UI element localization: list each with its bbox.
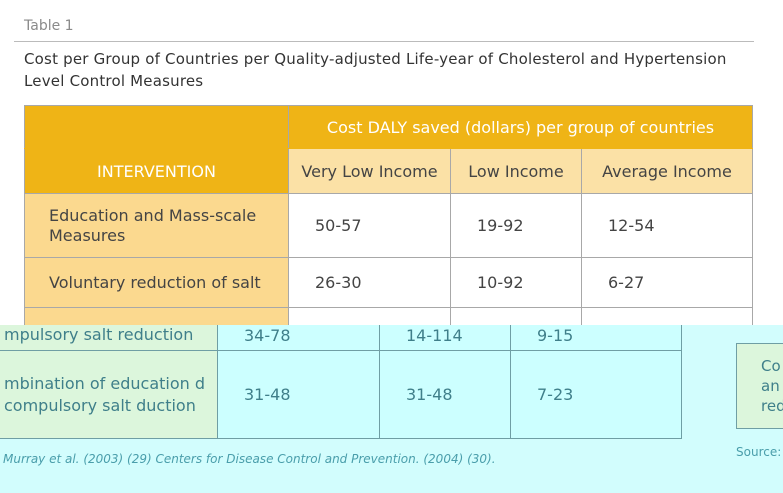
divider	[14, 41, 754, 42]
value-cell: 9-15	[581, 307, 753, 325]
header-cell: Average Income	[581, 148, 753, 194]
label-cell: Compulsory salt reduction	[24, 307, 289, 325]
header-row: Cost DALY saved (dollars) per group of c…	[24, 105, 753, 149]
value-cell: 50-57	[288, 193, 451, 258]
value-cell: 10-92	[450, 257, 582, 308]
table-row: Education and Mass-scale Measures 50-57 19…	[24, 193, 753, 258]
value-cell: 34-78	[288, 307, 451, 325]
label-cell: Education and Mass-scale Measures	[24, 193, 289, 258]
value-cell: 26-30	[288, 257, 451, 308]
value-cell: 34-78	[217, 325, 380, 351]
side-text: red	[761, 397, 783, 415]
side-text: Co	[761, 357, 781, 375]
table-title: Cost per Group of Countries per Quality-…	[24, 50, 727, 90]
label-cell: mbination of education d compulsory salt…	[0, 350, 218, 439]
side-box: Co an red	[736, 343, 783, 429]
source-label: Source:	[736, 445, 782, 459]
value-cell: 7-23	[510, 350, 682, 439]
footnote: Murray et al. (2003) (29) Centers for Di…	[3, 452, 496, 466]
header-cell: INTERVENTION	[24, 148, 289, 194]
value-cell: 31-48	[379, 350, 511, 439]
value-cell: 19-92	[450, 193, 582, 258]
header-cell: Low Income	[450, 148, 582, 194]
table: Cost DALY saved (dollars) per group of c…	[24, 105, 753, 325]
label-cell: Voluntary reduction of salt	[24, 257, 289, 308]
overlay-table: mpulsory salt reduction 34-78 14-114 9-15 mb…	[0, 325, 682, 439]
header-row: INTERVENTION Very Low Income Low Income Ave…	[24, 148, 753, 194]
value-cell: 14-114	[379, 325, 511, 351]
overlay-section: mpulsory salt reduction 34-78 14-114 9-15 mb…	[0, 325, 783, 493]
table-row: mbination of education d compulsory salt…	[0, 350, 682, 439]
value-cell: 14-114	[450, 307, 582, 325]
table-row: Voluntary reduction of salt 26-30 10-92 6-2…	[24, 257, 753, 308]
header-cell: Very Low Income	[288, 148, 451, 194]
header-cell	[24, 105, 289, 149]
value-cell: 9-15	[510, 325, 682, 351]
value-cell: 31-48	[217, 350, 380, 439]
side-text: an	[761, 377, 780, 395]
table-section: Table 1 Cost per Group of Countries per …	[14, 18, 754, 325]
value-cell: 12-54	[581, 193, 753, 258]
label-cell: mpulsory salt reduction	[0, 325, 218, 351]
table-row: mpulsory salt reduction 34-78 14-114 9-15	[0, 325, 682, 351]
value-cell: 6-27	[581, 257, 753, 308]
group-header: Cost DALY saved (dollars) per group of c…	[288, 105, 753, 149]
table-label: Table 1	[24, 18, 74, 34]
